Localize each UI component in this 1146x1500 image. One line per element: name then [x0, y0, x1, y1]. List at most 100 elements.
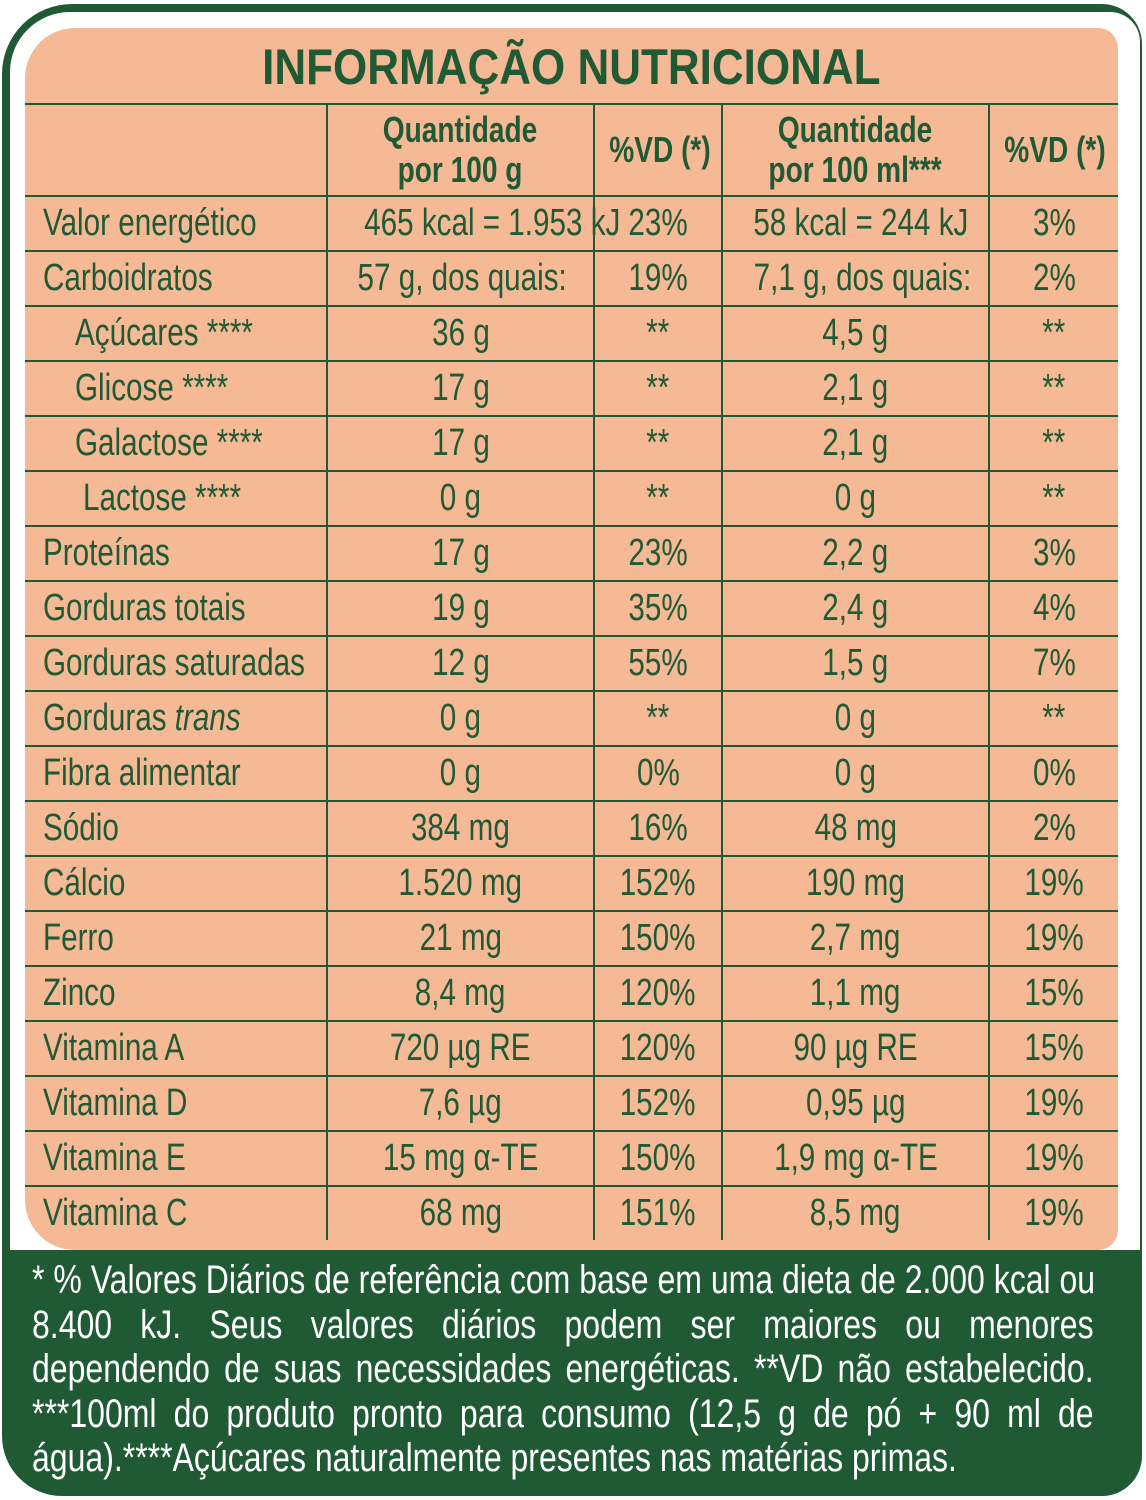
cell-text: Galactose ****	[75, 422, 263, 464]
cell-text: 8,5 mg	[810, 1192, 901, 1234]
cell-text: 8,4 mg	[415, 972, 506, 1014]
cell-vd2: 19%	[988, 855, 1118, 912]
footnote-line: * % Valores Diários de referência com ba…	[32, 1258, 1096, 1302]
cell-label: Lactose ****	[25, 470, 328, 527]
cell-text: 2,7 mg	[810, 917, 901, 959]
cell-text: **	[646, 312, 670, 354]
table-row: Glicose **** 17 g ** 2,1 g **	[25, 360, 1118, 417]
cell-text: 0 g	[439, 477, 482, 519]
cell-q100g: 0 g	[326, 745, 595, 802]
cell-vd1: **	[593, 690, 723, 747]
cell-text: 190 mg	[806, 862, 905, 904]
cell-label: Vitamina D	[25, 1075, 328, 1132]
cell-text: Açúcares ****	[75, 312, 253, 354]
header-line: por 100 g	[398, 149, 523, 190]
cell-vd2: **	[988, 690, 1118, 747]
cell-text: 151%	[620, 1192, 696, 1234]
header-line: Quantidade	[383, 109, 538, 150]
cell-text: 1,5 g	[822, 642, 889, 684]
cell-q100g: 17 g	[326, 415, 595, 472]
cell-vd1: 23%	[593, 525, 723, 582]
cell-text: 17 g	[431, 367, 490, 409]
cell-text: 0 g	[834, 752, 877, 794]
title-text: INFORMAÇÃO NUTRICIONAL	[262, 39, 881, 95]
cell-q100g: 19 g	[326, 580, 595, 637]
cell-text: Lactose ****	[83, 477, 242, 519]
cell-q100g: 57 g, dos quais:	[326, 250, 595, 307]
cell-text: 68 mg	[419, 1192, 502, 1234]
table-row: Vitamina D 7,6 µg 152% 0,95 µg 19%	[25, 1075, 1118, 1132]
cell-vd2: 19%	[988, 1075, 1118, 1132]
cell-label: Proteínas	[25, 525, 328, 582]
cell-text: Proteínas	[43, 532, 170, 574]
table-row: Zinco 8,4 mg 120% 1,1 mg 15%	[25, 965, 1118, 1022]
cell-text: **	[646, 422, 670, 464]
cell-text: 1,1 mg	[810, 972, 901, 1014]
cell-q100ml: 48 mg	[721, 800, 990, 857]
cell-text: 23%	[628, 532, 688, 574]
cell-text: 2,1 g	[822, 367, 889, 409]
cell-text: 19%	[1024, 1137, 1084, 1179]
cell-text: 23%	[628, 202, 688, 244]
cell-text: 17 g	[431, 532, 490, 574]
cell-label: Vitamina C	[25, 1185, 328, 1240]
cell-text: 1.520 mg	[398, 862, 523, 904]
cell-text: Vitamina A	[43, 1027, 185, 1069]
cell-vd2: 3%	[988, 525, 1118, 582]
cell-text: Carboidratos	[43, 257, 213, 299]
cell-vd1: **	[593, 415, 723, 472]
header-line: por 100 ml***	[768, 149, 943, 190]
cell-vd1: 152%	[593, 855, 723, 912]
cell-q100g: 7,6 µg	[326, 1075, 595, 1132]
cell-text: 19%	[1024, 1082, 1084, 1124]
cell-vd2: 19%	[988, 1185, 1118, 1240]
cell-vd2: **	[988, 360, 1118, 417]
cell-vd1: 150%	[593, 910, 723, 967]
cell-text: Gorduras saturadas	[43, 642, 305, 684]
footnote-line: dependendo de suas necessidades energéti…	[32, 1347, 1094, 1391]
cell-q100g: 0 g	[326, 690, 595, 747]
cell-vd1: 23%	[593, 195, 723, 252]
cell-text: 152%	[620, 862, 696, 904]
cell-q100ml: 7,1 g, dos quais:	[721, 250, 990, 307]
cell-label: Vitamina A	[25, 1020, 328, 1077]
cell-text: Gorduras totais	[43, 587, 246, 629]
cell-label: Cálcio	[25, 855, 328, 912]
cell-text: 57 g, dos quais:	[357, 257, 567, 299]
cell-q100ml: 190 mg	[721, 855, 990, 912]
cell-q100ml: 1,1 mg	[721, 965, 990, 1022]
cell-vd1: 120%	[593, 965, 723, 1022]
cell-text: 90 µg RE	[793, 1027, 918, 1069]
cell-text: 16%	[628, 807, 688, 849]
cell-text: Ferro	[43, 917, 114, 959]
cell-text: 4%	[1032, 587, 1076, 629]
cell-text: 2,1 g	[822, 422, 889, 464]
cell-vd2: 19%	[988, 1130, 1118, 1187]
cell-q100g: 0 g	[326, 470, 595, 527]
cell-text: Fibra alimentar	[43, 752, 241, 794]
cell-q100ml: 0,95 µg	[721, 1075, 990, 1132]
header-vd-2: %VD (*)	[988, 103, 1118, 197]
cell-text: Vitamina D	[43, 1082, 188, 1124]
table-row: Carboidratos 57 g, dos quais: 19% 7,1 g, do…	[25, 250, 1118, 307]
cell-q100g: 36 g	[326, 305, 595, 362]
table-row: Proteínas 17 g 23% 2,2 g 3%	[25, 525, 1118, 582]
cell-q100ml: 0 g	[721, 690, 990, 747]
cell-text: 150%	[620, 917, 696, 959]
cell-vd1: **	[593, 360, 723, 417]
cell-text: 0%	[636, 752, 680, 794]
cell-vd2: 19%	[988, 910, 1118, 967]
cell-vd2: 4%	[988, 580, 1118, 637]
cell-text: Zinco	[43, 972, 116, 1014]
cell-vd1: 150%	[593, 1130, 723, 1187]
header-nutrient	[25, 103, 328, 197]
cell-vd2: **	[988, 305, 1118, 362]
cell-label: Carboidratos	[25, 250, 328, 307]
cell-text: 19%	[1024, 1192, 1084, 1234]
table-row: Valor energético 465 kcal = 1.953 kJ 23% 58…	[25, 195, 1118, 252]
cell-text: 12 g	[431, 642, 490, 684]
cell-q100g: 12 g	[326, 635, 595, 692]
cell-label: Gorduras totais	[25, 580, 328, 637]
cell-text: 1,9 mg α-TE	[773, 1137, 938, 1179]
table-row: Vitamina E 15 mg α-TE 150% 1,9 mg α-TE 19%	[25, 1130, 1118, 1187]
